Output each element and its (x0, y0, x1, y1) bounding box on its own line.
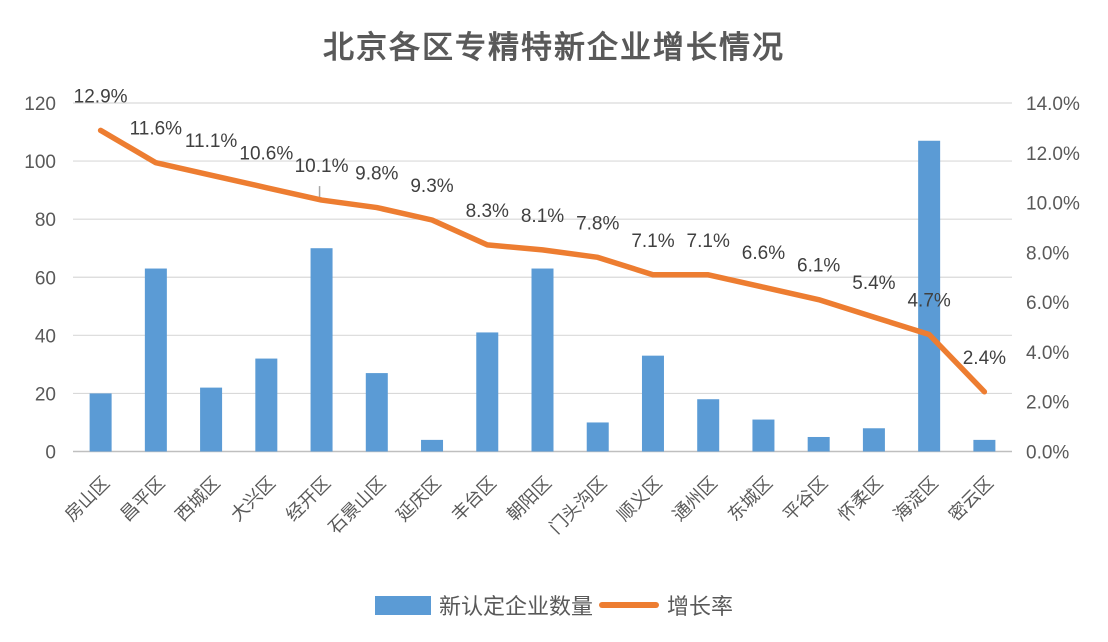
legend-item-bar-series: 新认定企业数量 (374, 589, 593, 621)
x-axis-category-label: 平谷区 (779, 473, 831, 525)
bar-东城区 (752, 419, 775, 452)
growth-rate-data-label: 8.1% (521, 206, 564, 227)
x-axis-category-label: 丰台区 (448, 473, 500, 525)
growth-rate-data-label: 11.1% (185, 131, 238, 152)
growth-rate-data-label: 7.1% (687, 231, 730, 252)
left-axis-tick-label: 100 (24, 152, 56, 173)
x-axis-category-label: 昌平区 (116, 473, 168, 525)
growth-rate-data-label: 9.3% (410, 176, 453, 197)
left-axis-tick-label: 40 (35, 326, 56, 347)
legend-item-line-series: 增长率 (599, 589, 733, 621)
x-axis-category-label: 西城区 (172, 473, 224, 525)
bar-series-swatch-icon (374, 595, 431, 615)
bar-经开区 (310, 248, 333, 452)
right-axis-tick-label: 2.0% (1026, 393, 1069, 414)
growth-rate-data-label: 11.6% (130, 119, 183, 140)
bar-海淀区 (918, 140, 941, 452)
x-axis-category-label: 门头沟区 (546, 473, 611, 538)
x-axis-category-label: 密云区 (945, 473, 997, 525)
chart-title: 北京各区专精特新企业增长情况 (323, 30, 785, 66)
bar-延庆区 (421, 439, 444, 452)
bar-朝阳区 (531, 268, 554, 452)
bar-平谷区 (807, 436, 830, 452)
right-axis-tick-label: 6.0% (1026, 293, 1069, 314)
growth-rate-data-label: 8.3% (466, 201, 509, 222)
left-axis-tick-label: 0 (45, 443, 56, 464)
left-axis-tick-label: 60 (35, 268, 56, 289)
right-axis-tick-label: 0.0% (1026, 443, 1069, 464)
combo-chart-plot: 0 20 40 60 80 100 120 0.0% 2.0% 4.0% 6.0% 8.0% 10.0%… (24, 86, 1080, 538)
growth-rate-data-label: 5.4% (852, 273, 895, 294)
bar-怀柔区 (862, 428, 885, 452)
bar-通州区 (697, 399, 720, 452)
right-axis-tick-label: 8.0% (1026, 243, 1069, 264)
left-axis-tick-label: 80 (35, 210, 56, 231)
bar-西城区 (200, 387, 223, 452)
bar-顺义区 (641, 355, 664, 452)
x-axis-category-label: 经开区 (282, 473, 334, 525)
legend-line-label: 增长率 (667, 594, 734, 619)
growth-rate-data-label: 12.9% (74, 86, 128, 107)
chart-legend: 新认定企业数量 增长率 (0, 589, 1108, 621)
x-axis-category-label: 房山区 (61, 473, 113, 525)
growth-rate-data-label: 9.8% (355, 164, 398, 185)
growth-rate-data-label: 2.4% (963, 348, 1006, 369)
bar-昌平区 (144, 268, 167, 452)
x-axis-category-label: 通州区 (669, 473, 721, 525)
bar-石景山区 (365, 373, 388, 452)
growth-rate-data-label: 4.7% (907, 291, 950, 312)
x-axis-category-label: 海淀区 (890, 473, 942, 525)
bar-门头沟区 (586, 422, 609, 452)
bar-密云区 (973, 439, 996, 452)
growth-rate-data-label: 6.1% (797, 256, 840, 277)
line-series-swatch-icon (599, 602, 659, 608)
x-axis-category-label: 大兴区 (227, 473, 279, 525)
x-axis-category-label: 顺义区 (613, 473, 665, 525)
x-axis-category-label: 石景山区 (325, 473, 390, 538)
growth-rate-data-label: 7.1% (631, 231, 674, 252)
x-axis-category-label: 东城区 (724, 473, 776, 525)
bar-丰台区 (476, 332, 499, 452)
growth-rate-data-label: 6.6% (742, 243, 785, 264)
growth-rate-data-label: 10.1% (295, 156, 349, 177)
right-axis-tick-label: 10.0% (1026, 194, 1080, 215)
x-axis-category-label: 延庆区 (393, 473, 445, 525)
right-axis-tick-label: 4.0% (1026, 343, 1069, 364)
legend-bar-label: 新认定企业数量 (438, 594, 593, 619)
bar-大兴区 (255, 358, 278, 452)
growth-rate-line (97, 127, 988, 395)
right-axis-tick-label: 14.0% (1026, 94, 1080, 115)
growth-rate-data-label: 7.8% (576, 213, 619, 234)
x-axis-category-label: 朝阳区 (503, 473, 555, 525)
left-axis-tick-label: 20 (35, 384, 56, 405)
x-axis-category-label: 怀柔区 (834, 473, 886, 525)
left-axis-tick-label: 120 (24, 94, 56, 115)
bar-房山区 (89, 393, 112, 452)
growth-rate-data-label: 10.6% (239, 144, 293, 165)
right-axis-tick-label: 12.0% (1026, 144, 1080, 165)
